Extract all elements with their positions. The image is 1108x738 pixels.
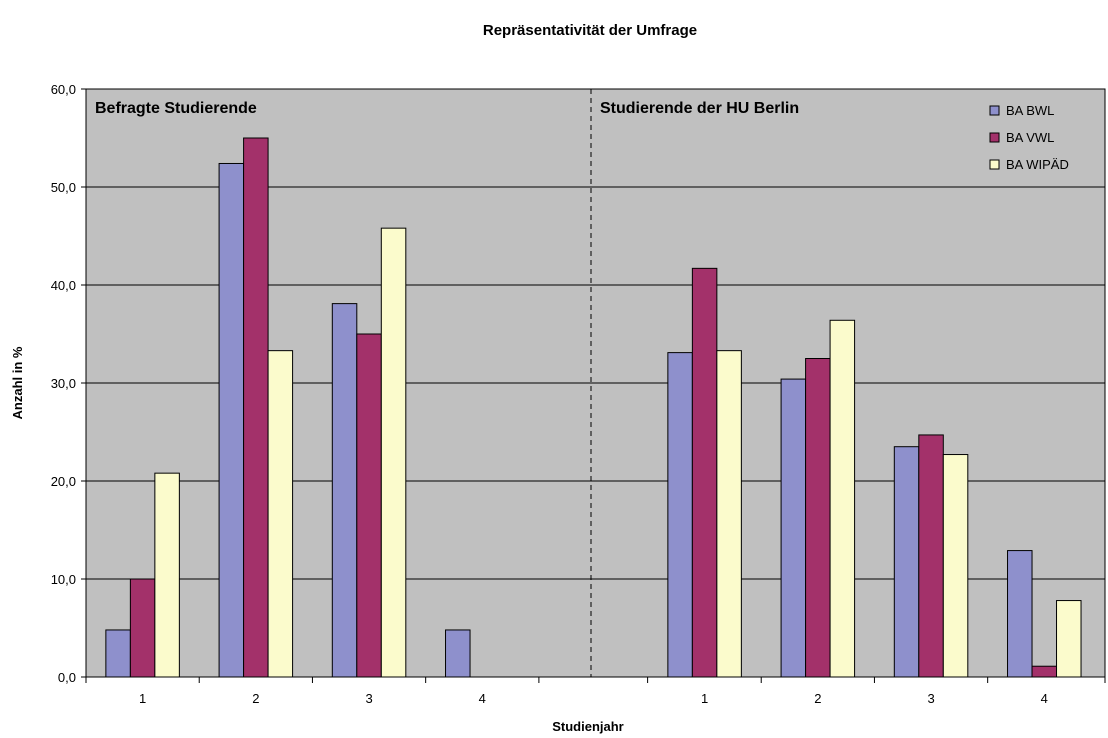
bar [918, 434, 944, 678]
bar [356, 333, 382, 678]
x-tick-label: 3 [365, 691, 372, 706]
panel-label-befragte: Befragte Studierende [95, 100, 257, 117]
x-tick-label: 2 [252, 691, 259, 706]
y-axis-label: Anzahl in % [10, 346, 25, 419]
legend-label-ba-bwl: BA BWL [1006, 103, 1054, 118]
bar [267, 350, 294, 678]
legend: BA BWL BA VWL BA WIPÄD [989, 103, 1069, 172]
y-tick-label: 10,0 [51, 572, 76, 587]
bar [129, 578, 156, 678]
bar [243, 137, 269, 678]
bar [218, 162, 245, 678]
x-tick-label: 4 [479, 691, 486, 706]
legend-label-ba-vwl: BA VWL [1006, 130, 1054, 145]
bar [380, 227, 407, 678]
x-tick-label: 3 [927, 691, 934, 706]
y-tick-label: 50,0 [51, 180, 76, 195]
legend-swatch-ba-wipaed [989, 159, 1000, 170]
y-tick-label: 30,0 [51, 376, 76, 391]
panel-label-hu-berlin: Studierende der HU Berlin [600, 100, 799, 117]
legend-label-ba-wipaed: BA WIPÄD [1006, 157, 1069, 172]
legend-swatch-ba-bwl [989, 105, 1000, 116]
y-tick-label: 20,0 [51, 474, 76, 489]
x-tick-label: 2 [814, 691, 821, 706]
bar [1031, 665, 1058, 678]
bars [105, 137, 1082, 678]
x-tick-label: 1 [139, 691, 146, 706]
y-tick-label: 0,0 [58, 670, 76, 685]
bar [1056, 600, 1082, 678]
bar [716, 350, 742, 678]
bar [805, 358, 831, 678]
bar [829, 319, 856, 678]
y-tick-label: 60,0 [51, 82, 76, 97]
bar [154, 472, 180, 678]
x-axis-label: Studienjahr [552, 719, 624, 734]
bar [105, 629, 131, 678]
bar [691, 267, 718, 678]
bar [667, 352, 693, 678]
bar [893, 446, 920, 678]
chart-title: Repräsentativität der Umfrage [483, 22, 697, 39]
x-tick-label: 4 [1041, 691, 1048, 706]
legend-swatch-ba-vwl [989, 132, 1000, 143]
x-tick-label: 1 [701, 691, 708, 706]
bar [331, 303, 358, 678]
bar [942, 454, 969, 678]
y-tick-label: 40,0 [51, 278, 76, 293]
bar [780, 378, 807, 678]
y-axis: 0,0 10,0 20,0 30,0 40,0 50,0 60,0 [51, 82, 86, 685]
x-axis: 1 2 3 4 1 2 3 4 [85, 677, 1106, 706]
bar [445, 629, 471, 678]
bar [1007, 550, 1033, 678]
